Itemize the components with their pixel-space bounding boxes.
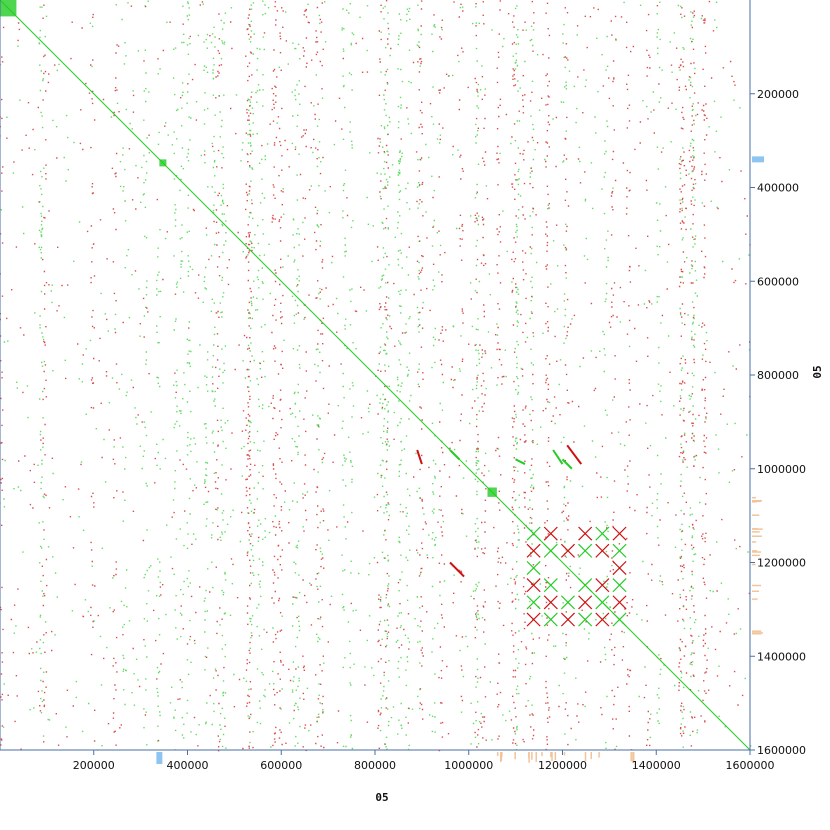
y-density-bar <box>752 514 760 516</box>
x-density-bar <box>632 752 634 763</box>
y-density-bar <box>752 630 762 632</box>
y-density-bar <box>752 156 764 163</box>
y-axis-title: 05 <box>811 365 824 378</box>
forward-match-segment <box>449 449 461 461</box>
forward-match-segment <box>515 458 526 465</box>
y-tick-label: 1400000 <box>757 650 806 663</box>
x-density-bar <box>541 752 543 757</box>
y-density-bar <box>752 528 763 530</box>
tick-marks: 200000 400000 600000 800000 1000000 1200000 14… <box>73 88 806 772</box>
x-density-bar <box>535 752 537 762</box>
forward-match-block <box>0 0 17 17</box>
y-density-bar <box>752 584 762 587</box>
y-tick-label: 200000 <box>757 88 799 101</box>
x-density-bar <box>563 752 566 756</box>
x-density-bar <box>514 752 516 760</box>
y-density-bar <box>752 496 756 499</box>
repeat-cross-mark <box>578 526 593 541</box>
forward-match-block <box>159 159 167 167</box>
x-density-bar <box>528 752 530 763</box>
repeat-cross-mark <box>543 612 558 627</box>
x-tick-label: 400000 <box>167 759 209 772</box>
forward-match-segment <box>561 458 573 470</box>
x-tick-label: 1400000 <box>632 759 681 772</box>
repeat-cross-mark <box>578 595 593 610</box>
x-density-bar <box>630 752 632 762</box>
x-tick-label: 600000 <box>260 759 302 772</box>
y-density-bar <box>752 550 758 552</box>
repeat-cross-mark <box>543 578 558 593</box>
repeat-cross-mark <box>612 560 627 575</box>
repeat-cross-mark <box>612 543 627 558</box>
reverse-match-segment <box>566 444 583 465</box>
x-tick-label: 1600000 <box>726 759 775 772</box>
repeat-cross-mark <box>595 526 610 541</box>
x-density-bar <box>554 752 557 760</box>
x-density-bar <box>632 752 635 762</box>
match-segments <box>0 0 751 751</box>
repeat-cross-mark <box>578 612 593 627</box>
x-tick-label: 800000 <box>354 759 396 772</box>
repeat-cross-mark <box>595 578 610 593</box>
repeat-cross-mark <box>612 595 627 610</box>
repeat-cross-mark <box>526 595 541 610</box>
y-tick-label: 1200000 <box>757 557 806 570</box>
forward-match-segment <box>0 0 751 751</box>
repeat-cross-mark <box>578 543 593 558</box>
y-density-bar <box>752 632 762 635</box>
repeat-cross-mark <box>543 595 558 610</box>
x-density-bar <box>598 752 600 758</box>
y-density-bar <box>752 598 758 600</box>
y-density-bar <box>752 590 760 592</box>
repeat-cross-mark <box>560 595 575 610</box>
repeat-cross-mark <box>560 612 575 627</box>
x-density-bar <box>531 752 533 760</box>
reverse-match-segment <box>416 449 423 465</box>
x-density-bar <box>551 752 553 761</box>
x-tick-label: 1200000 <box>538 759 587 772</box>
x-density-bar <box>156 752 163 764</box>
y-tick-label: 600000 <box>757 275 799 288</box>
x-tick-label: 1000000 <box>444 759 493 772</box>
y-density-bar <box>752 554 760 557</box>
reverse-match-segment <box>449 561 465 578</box>
y-density-bar <box>752 531 760 533</box>
forward-match-segment <box>552 449 564 465</box>
repeat-cross-mark <box>526 612 541 627</box>
x-tick-label: 200000 <box>73 759 115 772</box>
y-tick-label: 1600000 <box>757 744 806 757</box>
y-density-bar <box>752 501 757 503</box>
x-density-bar <box>590 752 592 760</box>
repeat-cross-mark <box>543 526 558 541</box>
repeat-cross-mark <box>595 612 610 627</box>
x-axis-title: 05 <box>375 791 388 804</box>
x-density-bar <box>584 752 587 762</box>
y-density-bar <box>752 632 763 634</box>
y-tick-label: 1000000 <box>757 463 806 476</box>
y-density-bar <box>752 541 757 543</box>
y-tick-label: 400000 <box>757 182 799 195</box>
y-tick-label: 800000 <box>757 369 799 382</box>
repeat-block-region <box>526 526 627 627</box>
x-density-bar <box>496 752 499 756</box>
repeat-cross-mark <box>612 578 627 593</box>
repeat-cross-mark <box>612 526 627 541</box>
forward-match-block <box>487 487 497 497</box>
x-density-bar <box>501 752 503 757</box>
repeat-cross-mark <box>595 543 610 558</box>
repeat-cross-mark <box>560 543 575 558</box>
repeat-cross-mark <box>526 578 541 593</box>
y-density-bar <box>752 551 761 553</box>
y-density-bar <box>752 535 762 537</box>
x-density-bar <box>550 752 552 758</box>
y-density-bar <box>752 563 756 566</box>
repeat-cross-mark <box>526 543 541 558</box>
repeat-cross-mark <box>526 560 541 575</box>
